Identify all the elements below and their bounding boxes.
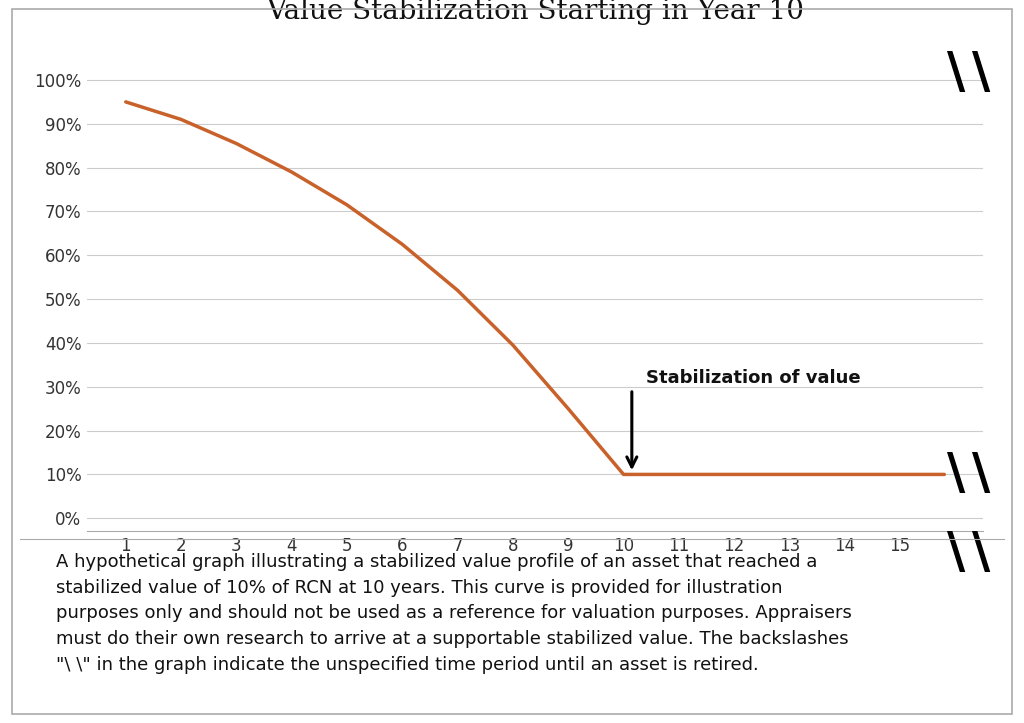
Text: \: \ [947, 49, 966, 98]
Text: \: \ [972, 529, 990, 577]
Text: Stabilization of value: Stabilization of value [646, 369, 860, 387]
Text: \: \ [947, 450, 966, 498]
Text: A hypothetical graph illustrating a stabilized value profile of an asset that re: A hypothetical graph illustrating a stab… [56, 553, 852, 674]
Text: \: \ [972, 450, 990, 498]
Text: \: \ [972, 49, 990, 98]
Text: \: \ [947, 529, 966, 577]
Title: Value Stabilization Starting in Year 10: Value Stabilization Starting in Year 10 [266, 0, 804, 25]
